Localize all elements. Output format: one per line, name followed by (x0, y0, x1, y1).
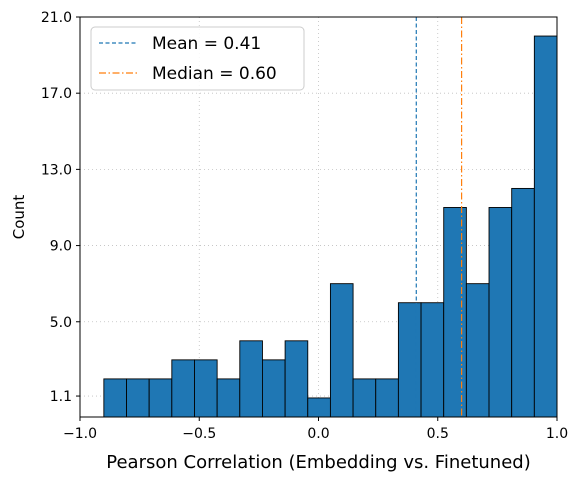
histogram-bar (443, 207, 467, 418)
histogram-bar (216, 378, 241, 418)
y-tick-label: 17.0 (41, 86, 72, 102)
legend-median-label: Median = 0.60 (152, 64, 277, 84)
histogram-bar (103, 378, 127, 418)
x-axis-label: Pearson Correlation (Embedding vs. Finet… (106, 452, 530, 473)
histogram-bar (148, 378, 173, 418)
reference-lines (415, 17, 463, 417)
x-tick-label: −0.5 (182, 426, 216, 442)
histogram-bar (533, 35, 558, 418)
x-axis-ticks: −1.0 −0.5 0.0 0.5 1.0 (63, 417, 568, 442)
y-tick-label: 21.0 (41, 10, 72, 26)
histogram-bar (420, 302, 445, 418)
histogram-bar (352, 378, 377, 418)
histogram-bar (375, 378, 399, 418)
y-tick-label: 13.0 (41, 162, 72, 178)
histogram-bar (126, 378, 150, 418)
y-tick-label: 5.0 (50, 315, 72, 331)
histogram-bar (262, 359, 286, 418)
x-tick-label: 1.0 (546, 426, 568, 442)
histogram-bar (171, 359, 195, 418)
histogram-bar (397, 302, 422, 418)
histogram-bar (329, 283, 354, 418)
x-tick-label: 0.0 (307, 426, 329, 442)
histogram-bar (465, 283, 490, 418)
y-tick-label: 1.1 (50, 389, 72, 405)
legend-mean-label: Mean = 0.41 (152, 34, 261, 54)
y-tick-label: 9.0 (50, 239, 72, 255)
legend-box (90, 26, 305, 91)
legend: Mean = 0.41 Median = 0.60 (90, 26, 305, 91)
histogram-bar (284, 340, 309, 418)
histogram-bar (239, 340, 263, 418)
histogram-bar (511, 187, 535, 418)
y-axis-label: Count (10, 195, 28, 240)
histogram-bar (488, 207, 513, 418)
x-tick-label: 0.5 (427, 426, 449, 442)
histogram-bar (194, 359, 218, 418)
histogram-bars (103, 35, 558, 418)
histogram-bar (307, 397, 331, 418)
y-axis-ticks: 1.1 5.0 9.0 13.0 17.0 21.0 (41, 10, 80, 405)
x-tick-label: −1.0 (63, 426, 97, 442)
